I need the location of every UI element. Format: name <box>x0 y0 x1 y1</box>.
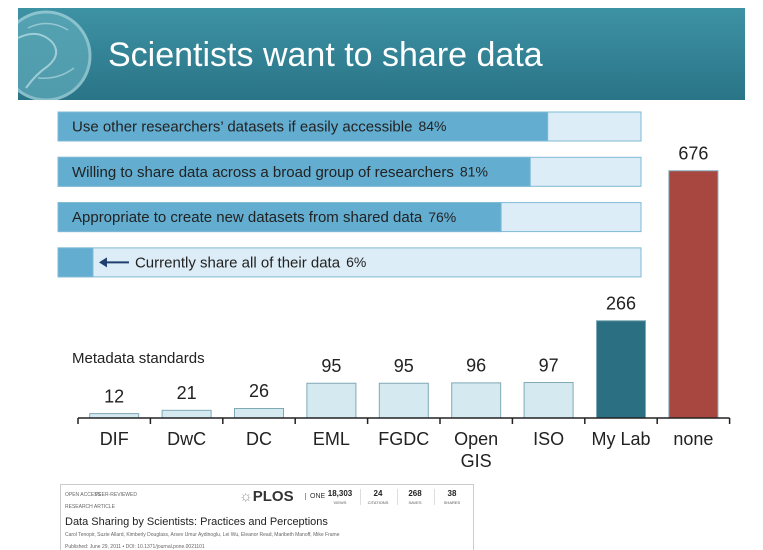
bar <box>162 410 211 418</box>
metric: 268 SAVES <box>397 489 432 505</box>
metric-value: 38 <box>435 489 469 498</box>
bar-label: Currently share all of their data <box>135 254 341 271</box>
x-tick-label: DC <box>223 428 295 450</box>
value-label: 26 <box>249 381 269 401</box>
value-label: 12 <box>104 386 124 406</box>
value-label: 266 <box>606 293 636 313</box>
chart: Use other researchers’ datasets if easil… <box>0 0 763 480</box>
x-tick-label: Open GIS <box>440 428 512 472</box>
x-tick-label: DwC <box>151 428 223 450</box>
value-label: 84% <box>418 118 446 134</box>
bar <box>452 383 501 418</box>
metric-label: VIEWS <box>323 500 357 505</box>
metric-value: 24 <box>361 489 395 498</box>
value-label: 6% <box>346 254 366 270</box>
value-label: 95 <box>394 356 414 376</box>
paper-citation: OPEN ACCESS PEER-REVIEWED RESEARCH ARTIC… <box>60 484 474 550</box>
metric-value: 268 <box>398 489 432 498</box>
x-tick-label: FGDC <box>368 428 440 450</box>
x-tick-label: none <box>657 428 729 450</box>
slide: {"slide_title": "Scientists want to shar… <box>0 0 763 549</box>
article-type: RESEARCH ARTICLE <box>65 504 115 510</box>
publisher: ☼PLOS <box>239 488 294 505</box>
x-tick-label: ISO <box>513 428 585 450</box>
metric: 24 CITATIONS <box>360 489 395 505</box>
bar <box>597 321 646 418</box>
value-label: 76% <box>428 209 456 225</box>
x-tick-label: DIF <box>78 428 150 450</box>
bar-label: Use other researchers’ datasets if easil… <box>72 118 412 135</box>
metric-label: SHARES <box>435 500 469 505</box>
published: Published: June 29, 2011 • DOI: 10.1371/… <box>65 544 205 550</box>
bar <box>235 408 284 418</box>
metric: 38 SHARES <box>434 489 469 505</box>
value-label: 96 <box>466 356 486 376</box>
x-tick-label: My Lab <box>585 428 657 450</box>
publisher-name: PLOS <box>253 488 294 505</box>
bar <box>669 171 718 418</box>
bar-label: Willing to share data across a broad gro… <box>72 164 454 181</box>
bar-label: Appropriate to create new datasets from … <box>72 209 423 226</box>
metric-label: CITATIONS <box>361 500 395 505</box>
bar <box>58 248 93 277</box>
value-label: 95 <box>321 356 341 376</box>
metric-value: 18,303 <box>323 489 357 498</box>
bar <box>524 383 573 418</box>
value-label: 676 <box>678 144 708 164</box>
value-label: 21 <box>177 383 197 403</box>
paper-title: Data Sharing by Scientists: Practices an… <box>65 516 328 528</box>
value-label: 81% <box>460 164 488 180</box>
value-label: 97 <box>539 355 559 375</box>
x-tick-label: EML <box>295 428 367 450</box>
metric: 18,303 VIEWS <box>323 489 357 505</box>
chart-subtitle: Metadata standards <box>72 350 205 367</box>
bar <box>307 383 356 418</box>
peer-reviewed: PEER-REVIEWED <box>95 492 137 498</box>
metric-label: SAVES <box>398 500 432 505</box>
authors: Carol Tenopir, Suzie Allard, Kimberly Do… <box>65 532 339 538</box>
bar <box>379 383 428 418</box>
